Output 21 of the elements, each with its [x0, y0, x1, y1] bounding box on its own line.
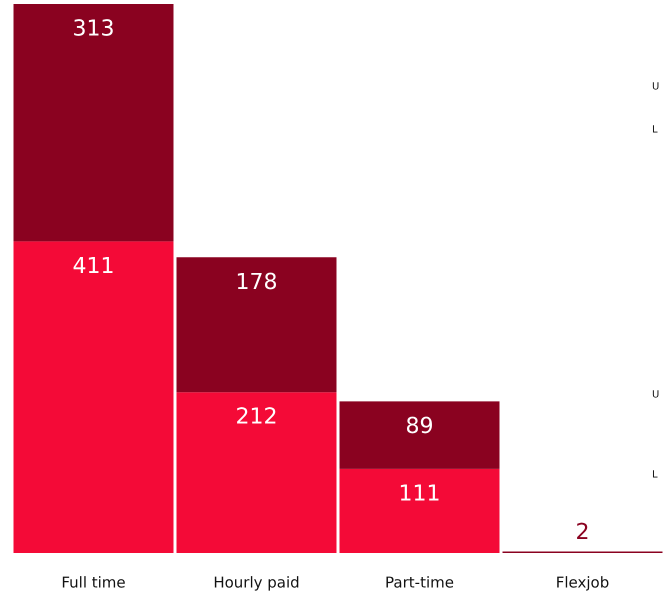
data-label: 2 [576, 520, 590, 545]
x-tick-label: Full time [61, 574, 126, 592]
annotation: U [652, 390, 660, 400]
bar [340, 401, 500, 469]
data-label: 178 [236, 270, 278, 295]
bar [176, 392, 336, 553]
data-label: 89 [406, 414, 434, 439]
bar [176, 257, 336, 392]
x-tick-label: Hourly paid [213, 574, 300, 592]
x-tick-label: Part-time [385, 574, 454, 592]
bar [14, 241, 174, 553]
bar [14, 4, 174, 242]
annotation: U [652, 82, 660, 92]
data-label: 313 [72, 16, 114, 42]
x-tick-label: Flexjob [556, 574, 610, 592]
data-label: 411 [72, 254, 114, 279]
bar [340, 468, 500, 553]
annotation: L [652, 470, 658, 480]
annotation: L [652, 124, 658, 136]
data-label: 212 [236, 404, 278, 430]
data-label: 111 [398, 481, 440, 506]
